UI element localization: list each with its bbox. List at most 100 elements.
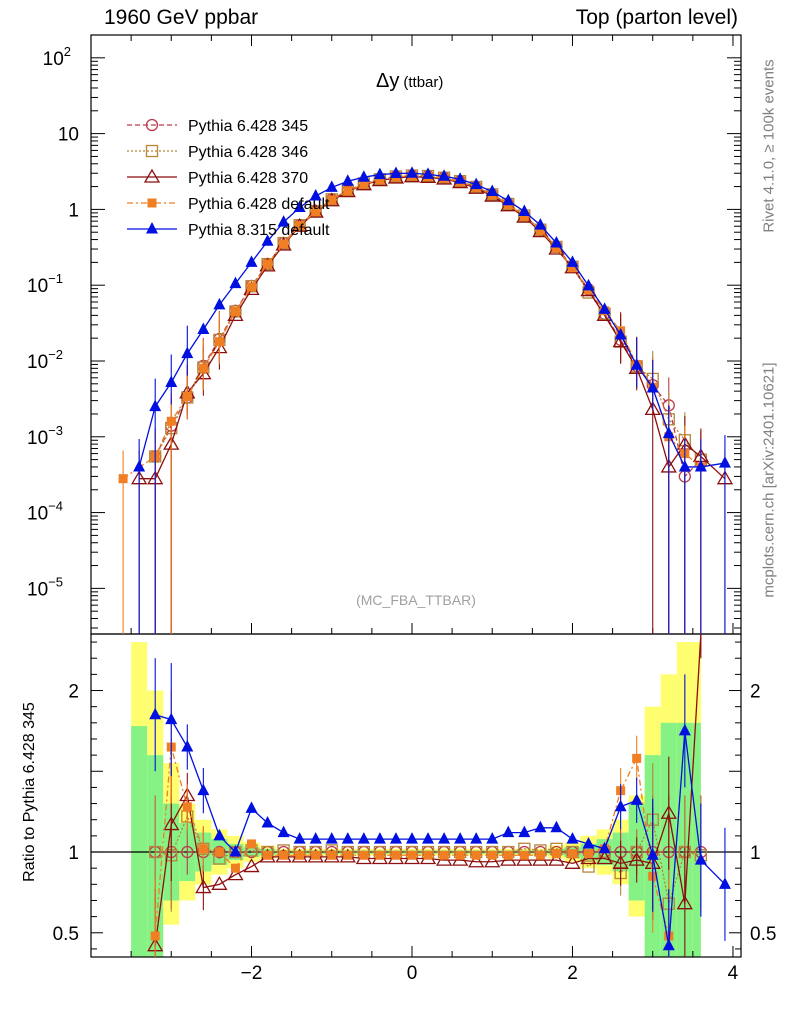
data-point bbox=[245, 255, 258, 267]
data-point bbox=[582, 278, 595, 291]
data-point bbox=[359, 179, 369, 189]
ratio-point bbox=[535, 850, 545, 860]
data-point bbox=[502, 193, 515, 206]
ratio-point bbox=[327, 850, 337, 860]
data-point bbox=[166, 416, 176, 426]
ratio-point bbox=[486, 832, 499, 844]
ratio-tick-label-right: 2 bbox=[750, 682, 761, 703]
data-point bbox=[245, 280, 258, 293]
legend-item: Pythia 6.428 default bbox=[127, 196, 330, 213]
ratio-point bbox=[596, 850, 613, 865]
ratio-point bbox=[405, 832, 418, 844]
ratio-point bbox=[455, 850, 465, 860]
ratio-point bbox=[182, 802, 192, 812]
ratio-point bbox=[227, 866, 244, 881]
data-point bbox=[214, 337, 224, 347]
ratio-point bbox=[694, 853, 707, 865]
data-point bbox=[198, 363, 208, 373]
y-tick-label: 10−4 bbox=[27, 499, 63, 525]
y-tick-label: 10−5 bbox=[27, 574, 63, 600]
band-inner-bin bbox=[131, 726, 148, 957]
data-point bbox=[165, 375, 178, 388]
ratio-point bbox=[630, 793, 643, 805]
ratio-point bbox=[263, 850, 273, 860]
ratio-point bbox=[502, 825, 515, 838]
ratio-point bbox=[214, 847, 224, 857]
x-tick-label: 4 bbox=[728, 963, 739, 984]
ratio-point bbox=[295, 850, 305, 860]
ratio-point bbox=[718, 877, 731, 889]
data-point bbox=[598, 302, 611, 314]
ratio-point bbox=[197, 783, 210, 796]
ratio-point bbox=[503, 850, 513, 860]
ratio-plot-frame bbox=[90, 633, 742, 958]
data-point bbox=[118, 474, 128, 484]
data-point bbox=[389, 166, 402, 178]
y-tick-label: 1 bbox=[68, 200, 79, 221]
data-point bbox=[279, 239, 289, 249]
data-point bbox=[181, 346, 194, 359]
ratio-point bbox=[211, 876, 228, 890]
ratio-point bbox=[407, 850, 417, 860]
data-point bbox=[325, 180, 338, 192]
ratio-point bbox=[246, 839, 256, 849]
data-point bbox=[311, 206, 321, 216]
ratio-series-3 bbox=[150, 690, 674, 957]
ratio-uncertainty-band bbox=[131, 642, 701, 957]
data-point bbox=[341, 174, 354, 186]
ratio-point bbox=[341, 832, 354, 844]
data-point bbox=[438, 169, 451, 181]
data-point bbox=[630, 358, 643, 370]
ratio-tick-label-right: 1 bbox=[750, 843, 761, 864]
ratio-point bbox=[389, 832, 402, 844]
ratio-point bbox=[343, 850, 353, 860]
x-tick-label: 0 bbox=[407, 963, 418, 984]
data-point bbox=[519, 211, 529, 221]
ratio-point bbox=[149, 707, 162, 720]
ratio-point bbox=[198, 844, 208, 854]
ratio-point bbox=[261, 815, 274, 828]
ratio-point bbox=[632, 753, 642, 763]
chart-title: Δy (ttbar) bbox=[376, 70, 443, 92]
data-point bbox=[327, 195, 337, 205]
legend-label: Pythia 6.428 346 bbox=[188, 144, 308, 161]
data-point bbox=[567, 263, 577, 273]
legend-marker bbox=[146, 222, 158, 234]
x-tick-label: −2 bbox=[241, 963, 263, 984]
ratio-tick-label-left: 2 bbox=[68, 682, 79, 703]
data-point bbox=[662, 426, 675, 439]
data-point bbox=[197, 322, 210, 335]
legend-marker bbox=[145, 118, 159, 132]
data-point bbox=[644, 401, 661, 416]
y-tick-label: 10−1 bbox=[27, 271, 63, 297]
ratio-point bbox=[438, 832, 451, 844]
data-point bbox=[357, 170, 370, 182]
main-series-1 bbox=[149, 169, 708, 634]
ratio-point bbox=[213, 828, 226, 841]
ratio-point bbox=[277, 825, 290, 838]
data-point bbox=[295, 221, 305, 231]
data-point bbox=[646, 381, 659, 393]
ratio-point bbox=[598, 841, 611, 854]
axis-labels-group: −2 0 2 4 102 10 1 10−1 10−2 10−3 10−4 10−5 2 2 1 1 0.5 0.… bbox=[27, 44, 776, 984]
ratio-point bbox=[439, 850, 449, 860]
ratio-point bbox=[149, 845, 162, 859]
series-line bbox=[138, 172, 726, 468]
ratio-point bbox=[582, 836, 595, 849]
ratio-point bbox=[309, 832, 322, 844]
data-point bbox=[149, 399, 162, 412]
ratio-point bbox=[391, 850, 401, 860]
ratio-point bbox=[487, 850, 497, 860]
data-point bbox=[277, 215, 290, 227]
header-process-label: Top (parton level) bbox=[575, 6, 738, 29]
axis-ticks bbox=[90, 34, 741, 957]
ratio-point bbox=[325, 832, 338, 844]
ratio-point bbox=[548, 851, 565, 866]
data-point bbox=[566, 255, 579, 267]
ratio-point bbox=[567, 849, 577, 859]
legend-label: Pythia 6.428 default bbox=[188, 196, 330, 213]
data-point bbox=[230, 306, 240, 316]
data-point bbox=[375, 175, 385, 185]
ratio-series-group bbox=[147, 633, 731, 957]
ratio-point bbox=[678, 723, 691, 736]
